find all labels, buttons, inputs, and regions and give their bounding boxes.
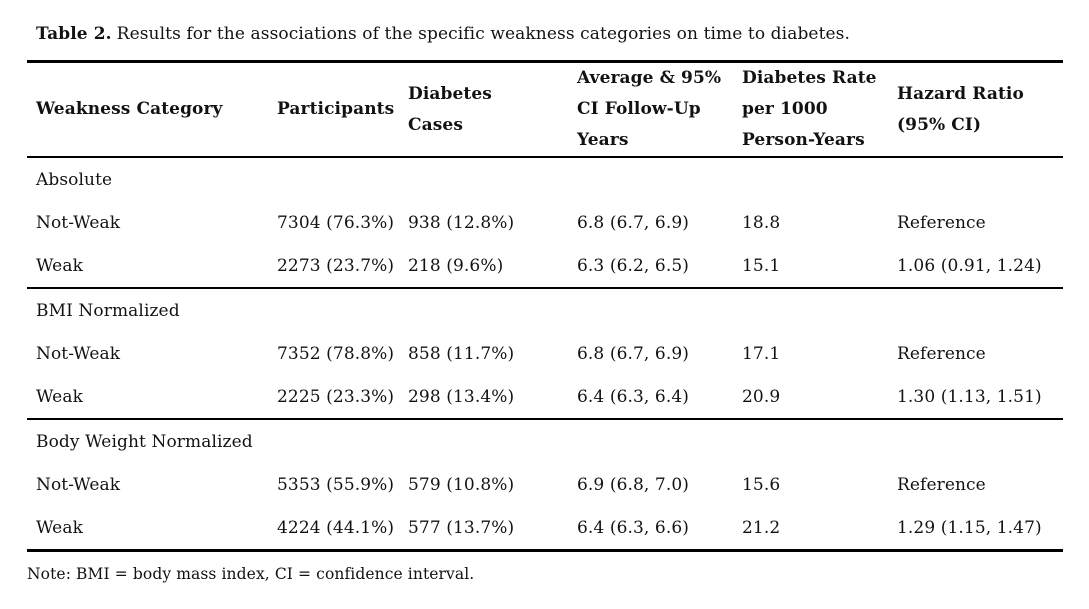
section-title: BMI Normalized: [36, 300, 180, 321]
table-cell: 579 (10.8%): [408, 474, 515, 495]
table-header: Weakness Category Participants Diabetes …: [27, 61, 1063, 158]
table-cell: 7352 (78.8%): [277, 343, 395, 364]
results-table: Weakness Category Participants Diabetes …: [27, 60, 1063, 552]
col-header-participants: Participants: [277, 61, 408, 158]
row-label-cell: Weak: [36, 517, 83, 538]
section-header-row: Body Weight Normalized: [27, 419, 1063, 463]
table-cell: 938 (12.8%): [408, 212, 515, 233]
col-header-diabetes-cases: Diabetes Cases: [408, 61, 577, 158]
table-body: Absolute Not-Weak 7304 (76.3%) 938 (12.8%) 6…: [27, 157, 1063, 551]
section-title: Body Weight Normalized: [36, 431, 253, 452]
table-cell: 6.3 (6.2, 6.5): [577, 244, 742, 289]
table-cell: 6.8 (6.7, 6.9): [577, 212, 689, 233]
table-cell: 18.8: [742, 212, 781, 233]
table-cell: 577 (13.7%): [408, 517, 515, 538]
table-cell: Reference: [897, 212, 986, 233]
table-row: Weak 2273 (23.7%) 218 (9.6%) 6.3 (6.2, 6.5)…: [27, 244, 1063, 289]
table-cell: 858 (11.7%): [408, 343, 515, 364]
table-cell: 17.1: [742, 343, 781, 364]
table-cell: 6.4 (6.3, 6.4): [577, 375, 742, 420]
table-cell: 7304 (76.3%): [277, 212, 395, 233]
header-row: Weakness Category Participants Diabetes …: [27, 61, 1063, 158]
row-label-cell: Weak: [27, 375, 277, 420]
table-cell: 298 (13.4%): [408, 375, 577, 420]
table-cell: 15.1: [742, 244, 897, 289]
table-cell: 5353 (55.9%): [277, 474, 395, 495]
col-header-followup-years: Average & 95% CI Follow-Up Years: [577, 61, 742, 158]
table-row: Not-Weak 5353 (55.9%) 579 (10.8%) 6.9 (6.8,…: [27, 463, 1063, 506]
row-label-cell: Weak: [27, 244, 277, 289]
table-cell: 6.4 (6.3, 6.6): [577, 517, 689, 538]
col-header-weakness-category: Weakness Category: [27, 61, 277, 158]
table-cell: 1.30 (1.13, 1.51): [897, 375, 1063, 420]
table-caption-label: Table 2.: [36, 24, 112, 44]
table-cell: 2225 (23.3%): [277, 375, 408, 420]
row-label-cell: Not-Weak: [36, 474, 121, 495]
table-cell: 6.9 (6.8, 7.0): [577, 474, 689, 495]
table-note: Note: BMI = body mass index, CI = confid…: [27, 565, 475, 583]
table-cell: Reference: [897, 474, 986, 495]
table-row: Weak 4224 (44.1%) 577 (13.7%) 6.4 (6.3, 6.6…: [27, 506, 1063, 551]
table-cell: 218 (9.6%): [408, 244, 577, 289]
row-label-cell: Not-Weak: [36, 343, 121, 364]
table-cell: 2273 (23.7%): [277, 244, 408, 289]
col-header-hazard-ratio: Hazard Ratio (95% CI): [897, 61, 1063, 158]
table-cell: 1.06 (0.91, 1.24): [897, 244, 1063, 289]
table-caption: Table 2. Results for the associations of …: [0, 0, 1089, 46]
section-title: Absolute: [36, 169, 113, 190]
table-cell: 1.29 (1.15, 1.47): [897, 517, 1042, 538]
table-cell: 4224 (44.1%): [277, 517, 395, 538]
table-row: Not-Weak 7352 (78.8%) 858 (11.7%) 6.8 (6.7,…: [27, 332, 1063, 375]
section-header-row: Absolute: [27, 157, 1063, 201]
section-header-row: BMI Normalized: [27, 288, 1063, 332]
table-cell: 15.6: [742, 474, 781, 495]
table-caption-text: Results for the associations of the spec…: [116, 24, 851, 44]
col-header-diabetes-rate: Diabetes Rate per 1000 Person-Years: [742, 61, 897, 158]
row-label-cell: Not-Weak: [36, 212, 121, 233]
table-cell: Reference: [897, 343, 986, 364]
table-cell: 6.8 (6.7, 6.9): [577, 343, 689, 364]
table-cell: 20.9: [742, 375, 897, 420]
table-row: Not-Weak 7304 (76.3%) 938 (12.8%) 6.8 (6.7,…: [27, 201, 1063, 244]
table-cell: 21.2: [742, 517, 781, 538]
table-row: Weak 2225 (23.3%) 298 (13.4%) 6.4 (6.3, 6.4…: [27, 375, 1063, 420]
